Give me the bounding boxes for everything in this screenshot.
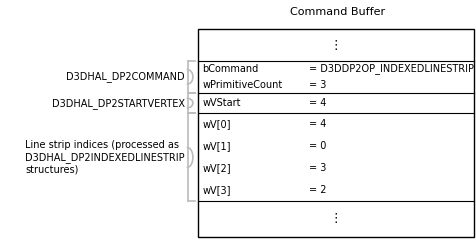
Text: ⋮: ⋮: [329, 213, 342, 225]
Text: Line strip indices (processed as
D3DHAL_DP2INDEXEDLINESTRIP
structures): Line strip indices (processed as D3DHAL_…: [25, 140, 185, 174]
Text: = 3: = 3: [309, 80, 327, 90]
Text: wVStart: wVStart: [202, 98, 241, 108]
Text: wV[1]: wV[1]: [202, 142, 231, 151]
Text: = D3DDP2OP_INDEXEDLINESTRIP: = D3DDP2OP_INDEXEDLINESTRIP: [309, 63, 475, 74]
Text: wV[3]: wV[3]: [202, 185, 231, 195]
Text: = 2: = 2: [309, 185, 327, 195]
Text: bCommand: bCommand: [202, 64, 258, 74]
Text: wV[2]: wV[2]: [202, 163, 231, 173]
Text: = 3: = 3: [309, 163, 327, 173]
Text: D3DHAL_DP2COMMAND: D3DHAL_DP2COMMAND: [66, 71, 185, 82]
Text: wV[0]: wV[0]: [202, 120, 231, 129]
Text: = 4: = 4: [309, 98, 327, 108]
Bar: [198, 29, 474, 237]
Text: = 0: = 0: [309, 142, 327, 151]
Text: wPrimitiveCount: wPrimitiveCount: [202, 80, 283, 90]
Text: D3DHAL_DP2STARTVERTEX: D3DHAL_DP2STARTVERTEX: [52, 98, 185, 109]
Text: = 4: = 4: [309, 120, 327, 129]
Text: Command Buffer: Command Buffer: [290, 7, 386, 17]
Text: ⋮: ⋮: [329, 39, 342, 52]
